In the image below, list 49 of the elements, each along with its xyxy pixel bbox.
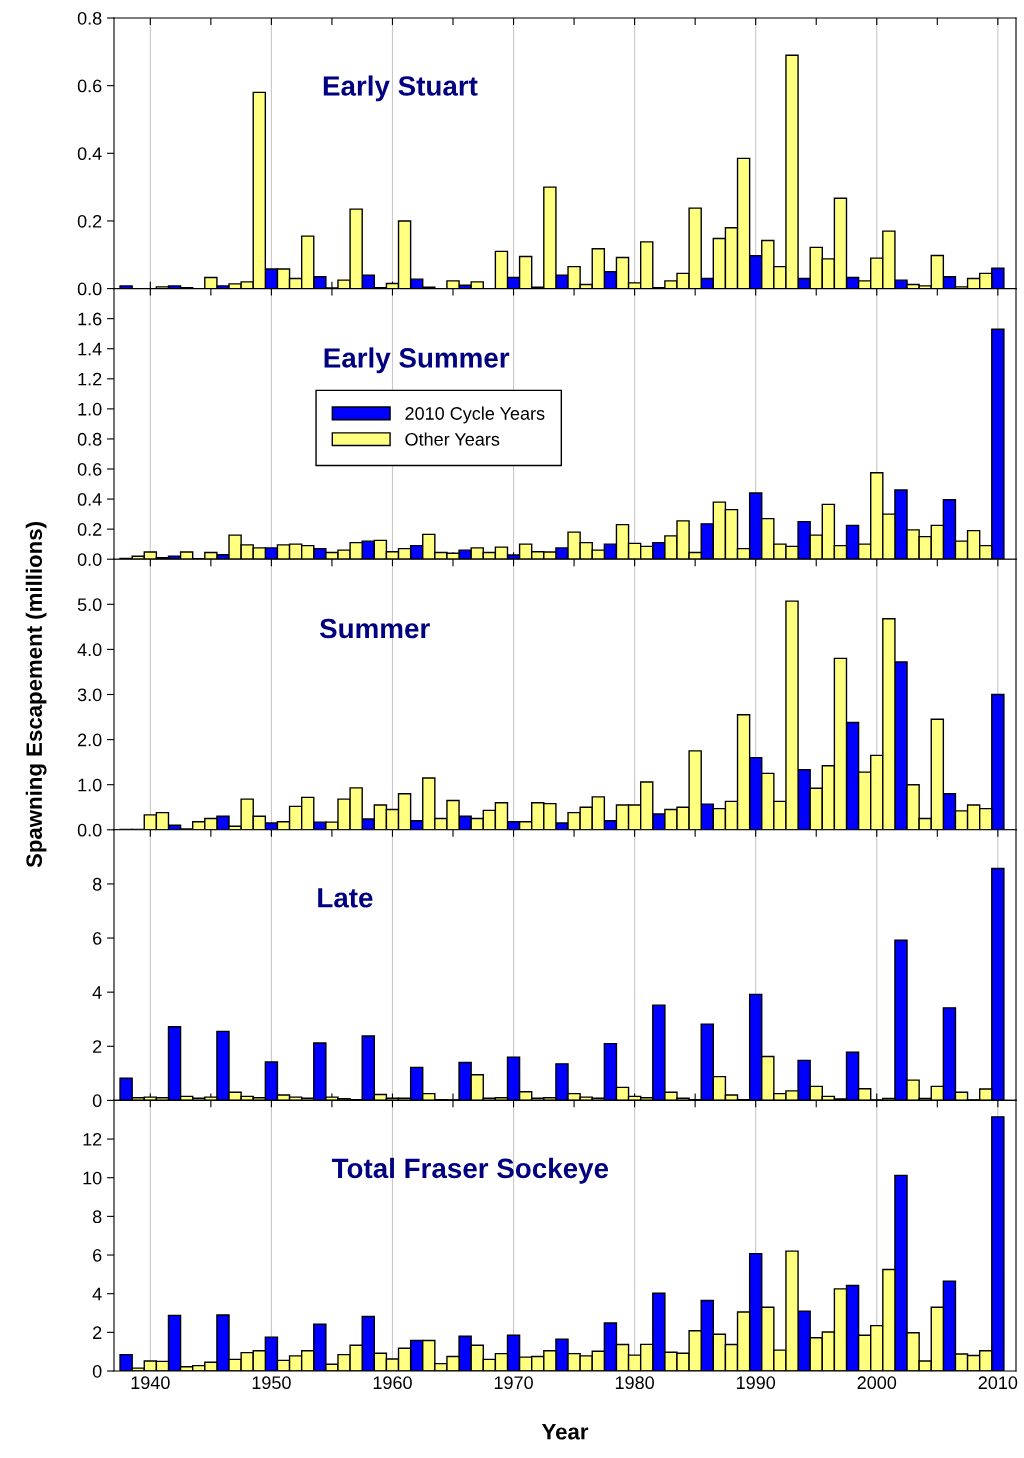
y-tick-label: 0 [92,1094,102,1108]
y-tick-label: 6 [93,931,102,945]
y-tick-label: 0.4 [77,493,102,506]
y-tick-label: 0.6 [77,462,102,476]
text: Early Summer [324,347,510,374]
y-tick-label: 0.6 [77,79,102,93]
x-tick-label: 1970 [494,1376,533,1390]
y-tick-label: 2 [93,1040,102,1053]
y-tick-label: 1.6 [78,312,102,326]
text: Total Fraser Sockeye [331,1157,609,1184]
y-tick-label: 1.0 [78,778,102,792]
y-tick-label: 1.2 [78,372,102,386]
y-tick-label: 8 [92,1210,102,1224]
y-tick-label: 2.0 [78,733,102,747]
y-tick-label: 0.8 [77,11,102,25]
x-tick-label: 2000 [857,1376,897,1390]
y-tick-label: 8 [92,877,102,891]
text: Late [318,888,373,908]
x-tick-label: 1990 [736,1376,776,1390]
legend-label: Other Years [405,432,500,446]
x-tick-label: 1950 [252,1376,291,1390]
y-tick-label: 5.0 [77,598,102,612]
y-axis-title: Spawning Escapement (millions) [25,522,47,868]
legend-label: 2010 Cycle Years [405,406,545,424]
y-tick-label: 1.4 [78,342,102,356]
y-tick-label: 4 [92,986,102,999]
y-tick-label: 4 [92,1287,102,1301]
y-tick-label: 0.4 [77,147,102,161]
y-tick-label: 0.0 [77,282,102,296]
y-tick-label: 0.0 [77,823,102,837]
y-tick-label: 0 [92,1364,102,1378]
y-tick-label: 0.2 [77,214,102,228]
y-tick-label: 4.0 [77,643,102,657]
x-axis-title: Year [541,1424,589,1440]
y-tick-label: 3.0 [77,688,102,702]
y-tick-label: 0.0 [77,553,102,566]
y-tick-label: 12 [83,1132,102,1146]
y-tick-label: 10 [83,1171,102,1185]
y-tick-label: 1.0 [78,402,102,416]
y-tick-label: 0.2 [77,523,102,536]
x-tick-label: 2010 [978,1376,1018,1390]
text: Summer [319,618,430,639]
y-tick-label: 2 [93,1326,102,1339]
x-tick-label: 1960 [373,1376,412,1390]
x-tick-label: 1980 [615,1376,654,1390]
x-tick-label: 1940 [131,1376,170,1390]
y-tick-label: 0.8 [77,432,102,446]
y-tick-label: 6 [93,1248,102,1262]
text: Early Stuart [323,75,478,102]
